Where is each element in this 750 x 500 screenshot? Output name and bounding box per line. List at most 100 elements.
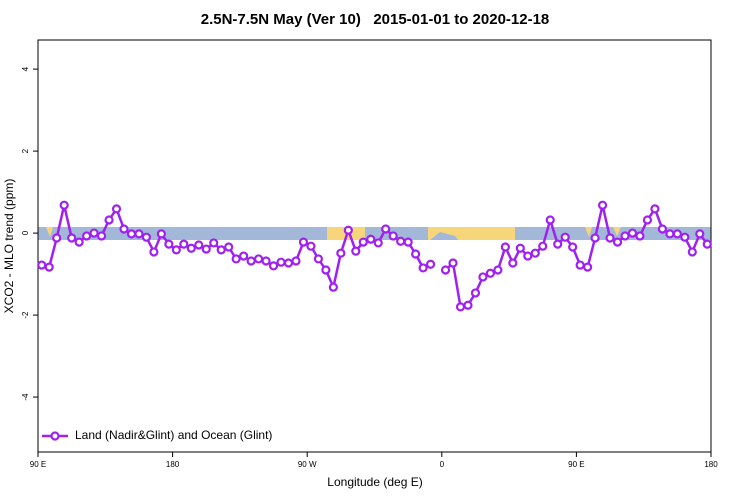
data-point (425, 259, 436, 269)
data-point (672, 229, 682, 239)
ocean-band (38, 227, 711, 240)
y-axis-title: XCO2 - MLO trend (ppm) (2, 179, 16, 314)
data-point (111, 204, 122, 214)
data-point (612, 237, 623, 247)
x-tick-label: 90 E (30, 460, 46, 469)
data-point (687, 247, 697, 257)
data-point (515, 243, 525, 253)
data-point (650, 204, 660, 214)
data-point (620, 231, 630, 241)
data-point (343, 225, 353, 235)
chart-title: 2.5N-7.5N May (Ver 10) 2015-01-01 to 202… (201, 11, 550, 28)
data-point (253, 254, 264, 264)
data-point (231, 254, 241, 264)
data-point (373, 238, 383, 248)
data-point (179, 239, 189, 249)
data-point (328, 282, 338, 292)
legend: Land (Nadir&Glint) and Ocean (Glint) (42, 428, 272, 442)
data-point (388, 231, 398, 241)
data-point (523, 251, 533, 261)
data-point (126, 229, 137, 239)
y-tick-label: 2 (21, 148, 30, 153)
data-point (702, 239, 712, 249)
data-point (216, 245, 226, 255)
data-point (209, 238, 219, 248)
data-point (239, 251, 249, 261)
data-point (530, 248, 540, 258)
data-point (37, 260, 47, 270)
data-point (627, 228, 638, 238)
data-point (149, 247, 159, 257)
y-tick-label: -2 (21, 311, 30, 319)
series-line (41, 204, 709, 309)
data-point (156, 229, 166, 239)
data-point (283, 258, 294, 268)
x-tick-label: 180 (166, 460, 180, 469)
plot-frame (37, 39, 712, 453)
data-point (485, 268, 496, 278)
data-point (52, 233, 62, 243)
data-point (695, 229, 705, 239)
ocean-patch (430, 232, 458, 240)
y-tick-label: -4 (21, 393, 30, 401)
x-axis-title: Longitude (deg E) (327, 475, 422, 489)
y-tick-label: 4 (21, 66, 30, 71)
data-point (508, 258, 518, 268)
data-point (351, 246, 361, 256)
data-point (119, 224, 129, 234)
land-patch (46, 227, 53, 237)
data-point (493, 265, 503, 275)
data-point (545, 215, 555, 225)
data-point (560, 232, 570, 242)
data-point (478, 272, 488, 282)
data-point (597, 200, 608, 210)
data-point (642, 215, 653, 225)
data-point (44, 262, 54, 272)
data-point (455, 302, 466, 312)
data-point (134, 229, 144, 239)
data-point (224, 242, 234, 252)
data-point (396, 236, 406, 246)
data-point (463, 300, 473, 310)
data-point (164, 239, 174, 249)
data-point (440, 265, 451, 275)
land-patch (585, 227, 592, 237)
data-point (657, 224, 667, 234)
data-point (89, 228, 99, 238)
data-point (575, 260, 585, 270)
data-point (276, 257, 286, 267)
data-point (261, 256, 271, 266)
data-point (268, 261, 279, 271)
land-patch (613, 227, 621, 236)
data-point (313, 254, 324, 264)
x-tick-label: 180 (704, 460, 718, 469)
data-point (194, 240, 204, 250)
x-tick-label: 90 W (298, 460, 317, 469)
y-tick-label: 0 (21, 230, 30, 235)
data-point (298, 237, 309, 247)
data-point (583, 262, 593, 272)
data-point (96, 231, 107, 241)
data-point (59, 200, 69, 210)
data-point (67, 233, 77, 243)
data-point (306, 241, 316, 251)
x-tick-label: 90 E (568, 460, 584, 469)
data-point (104, 215, 114, 225)
data-point (141, 232, 152, 242)
data-point (171, 245, 181, 255)
data-point (186, 243, 196, 253)
data-point (538, 241, 548, 251)
data-point (82, 231, 92, 241)
data-point (680, 232, 690, 242)
data-point (605, 233, 615, 243)
data-point (336, 248, 346, 258)
data-point (448, 258, 458, 268)
data-point (665, 229, 675, 239)
data-point (553, 239, 563, 249)
data-point (411, 249, 421, 259)
data-point (321, 265, 331, 275)
data-point (418, 263, 428, 273)
data-point (500, 242, 510, 252)
data-point (291, 256, 301, 266)
